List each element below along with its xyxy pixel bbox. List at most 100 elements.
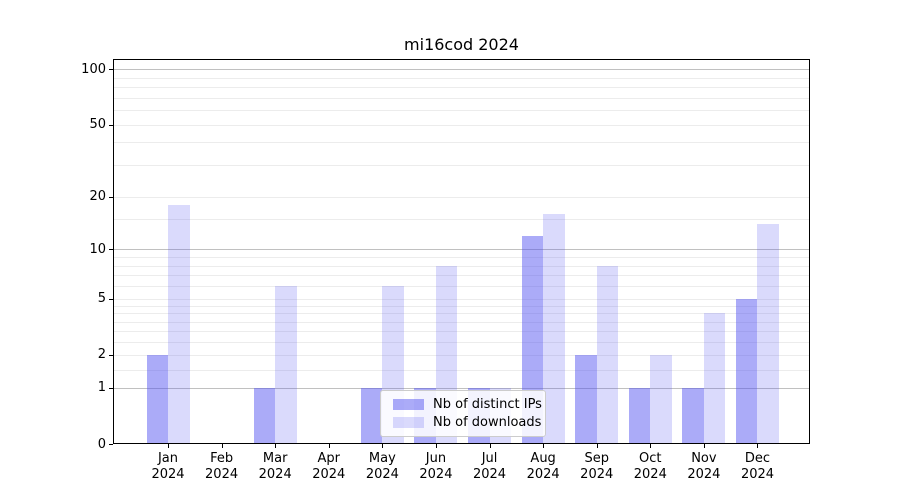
x-tick-label: Dec 2024 <box>721 451 793 483</box>
minor-gridline <box>113 110 810 112</box>
x-tick-month: Feb <box>210 451 234 466</box>
minor-gridline <box>113 313 810 315</box>
x-tick-mark <box>168 444 169 448</box>
x-tick-year: 2024 <box>419 467 453 482</box>
x-tick-label: May 2024 <box>346 451 418 483</box>
minor-gridline <box>113 285 810 287</box>
y-tick-label: 50 <box>89 117 106 133</box>
legend-swatch-nb-of-downloads <box>393 416 424 428</box>
x-tick-year: 2024 <box>365 467 399 482</box>
y-tick-label: 0 <box>97 436 106 452</box>
x-tick-month: May <box>368 451 396 466</box>
y-tick-label: 5 <box>97 291 106 306</box>
minor-gridline <box>113 218 810 220</box>
y-tick-mark <box>109 249 113 251</box>
bar-nb-of-distinct-ips <box>682 387 704 444</box>
y-tick-mark <box>109 69 113 71</box>
x-tick-year: 2024 <box>151 467 185 482</box>
x-tick-month: Sep <box>584 451 609 466</box>
x-tick-mark <box>757 444 759 448</box>
y-tick-mark <box>109 387 113 389</box>
x-tick-month: Oct <box>639 451 662 466</box>
bar-nb-of-downloads <box>650 354 672 444</box>
x-tick-year: 2024 <box>580 467 614 482</box>
bar-nb-of-downloads <box>703 313 726 444</box>
bar-nb-of-distinct-ips <box>628 387 651 444</box>
x-tick-label: Mar 2024 <box>239 451 311 483</box>
y-tick-label: 1 <box>97 380 106 396</box>
major-gridline <box>113 69 810 71</box>
bar-nb-of-downloads <box>596 265 619 444</box>
legend-label: Nb of distinct IPs <box>433 397 542 413</box>
minor-gridline <box>113 87 810 89</box>
legend: Nb of distinct IPs Nb of downloads <box>380 390 546 437</box>
x-tick-label: Aug 2024 <box>507 451 579 483</box>
chart-title: mi16cod 2024 <box>404 35 519 54</box>
minor-gridline <box>113 354 810 356</box>
x-tick-label: Jan 2024 <box>132 451 204 483</box>
bar-nb-of-distinct-ips <box>735 298 758 444</box>
minor-gridline <box>113 97 810 99</box>
x-tick-label: Sep 2024 <box>561 451 633 483</box>
bar-nb-of-distinct-ips <box>253 387 276 444</box>
x-tick-label: Oct 2024 <box>614 451 686 483</box>
x-tick-label: Jul 2024 <box>454 451 526 483</box>
minor-gridline <box>113 196 810 198</box>
bar-nb-of-downloads <box>543 213 565 444</box>
x-tick-month: Mar <box>262 451 288 466</box>
minor-gridline <box>113 77 810 79</box>
x-tick-mark <box>596 444 598 448</box>
bar-nb-of-distinct-ips <box>360 387 383 444</box>
x-tick-month: Dec <box>744 451 771 466</box>
x-tick-year: 2024 <box>472 467 507 482</box>
legend-swatch-nb-of-distinct-ips <box>393 399 424 411</box>
minor-gridline <box>113 321 810 323</box>
legend-label: Nb of downloads <box>433 414 542 430</box>
minor-gridline <box>113 124 810 126</box>
minor-gridline <box>113 331 810 333</box>
x-tick-mark <box>703 444 705 448</box>
major-gridline <box>113 249 810 251</box>
bar-nb-of-distinct-ips <box>575 354 597 444</box>
x-tick-label: Jun 2024 <box>400 451 472 483</box>
bar-nb-of-downloads <box>275 285 297 444</box>
minor-gridline <box>113 305 810 307</box>
x-tick-mark <box>489 444 491 448</box>
bar-nb-of-downloads <box>168 204 190 444</box>
x-tick-month: Apr <box>317 451 341 466</box>
minor-gridline <box>113 275 810 277</box>
x-tick-mark <box>221 444 223 448</box>
x-tick-mark <box>382 444 384 448</box>
x-tick-mark <box>650 444 652 448</box>
y-tick-mark <box>109 354 113 356</box>
x-tick-month: Aug <box>530 451 556 466</box>
minor-gridline <box>113 142 810 144</box>
minor-gridline <box>113 369 810 371</box>
plot-area <box>113 59 810 444</box>
y-tick-label: 10 <box>89 241 106 257</box>
legend-entry: Nb of distinct IPs <box>393 396 542 413</box>
minor-gridline <box>113 265 810 267</box>
x-tick-year: 2024 <box>526 467 560 482</box>
major-gridline <box>113 387 810 389</box>
minor-gridline <box>113 342 810 344</box>
bar-nb-of-distinct-ips <box>146 354 168 444</box>
x-tick-month: Jun <box>425 451 447 466</box>
x-tick-year: 2024 <box>205 467 239 482</box>
y-tick-label: 20 <box>89 189 106 205</box>
legend-entry: Nb of downloads <box>393 414 541 431</box>
minor-gridline <box>113 298 810 300</box>
x-tick-year: 2024 <box>312 467 346 482</box>
x-tick-mark <box>435 444 437 448</box>
x-tick-label: Nov 2024 <box>668 451 740 483</box>
y-tick-mark <box>109 196 113 198</box>
bar-nb-of-downloads <box>757 224 779 444</box>
y-tick-label: 2 <box>97 347 106 363</box>
y-tick-mark <box>109 298 113 300</box>
x-tick-year: 2024 <box>687 467 721 482</box>
x-tick-label: Feb 2024 <box>186 451 258 483</box>
x-tick-label: Apr 2024 <box>293 451 365 483</box>
x-tick-mark <box>275 444 277 448</box>
x-tick-year: 2024 <box>740 467 775 482</box>
y-tick-label: 100 <box>81 61 106 77</box>
